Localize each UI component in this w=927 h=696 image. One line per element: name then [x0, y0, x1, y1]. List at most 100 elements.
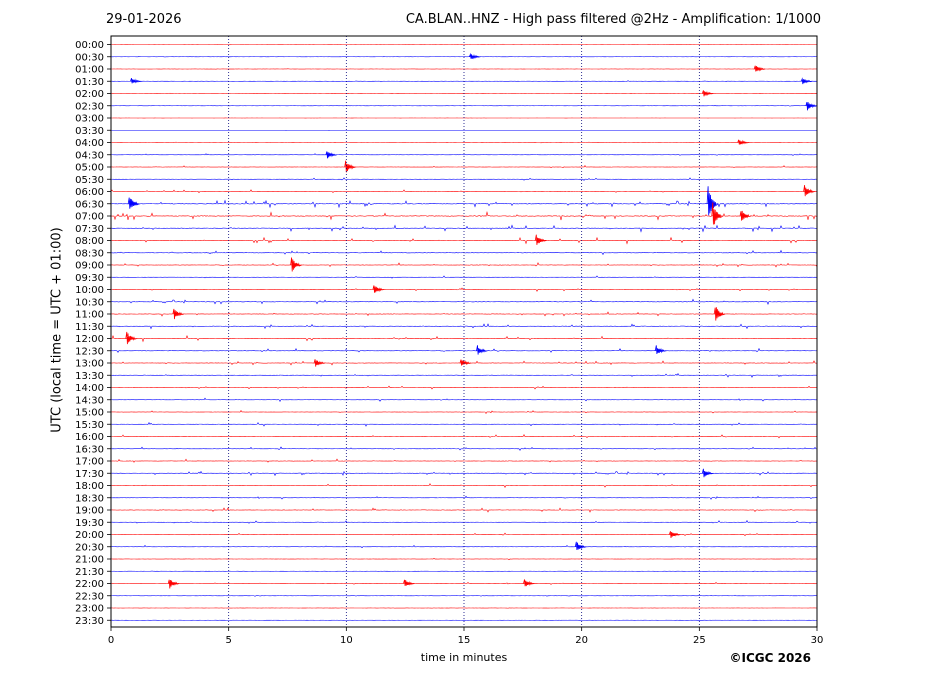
y-tick-label: 21:00: [75, 555, 104, 566]
y-tick-label: 00:00: [75, 40, 104, 51]
x-tick-label: 25: [693, 635, 706, 646]
figure-title: CA.BLAN..HNZ - High pass filtered @2Hz -…: [405, 12, 821, 27]
y-tick-label: 19:30: [75, 518, 104, 529]
trace-1500: [110, 409, 818, 415]
x-tick-label: 5: [225, 635, 231, 646]
trace-1800: [110, 483, 818, 488]
event-burst-17: [172, 308, 185, 320]
event-burst-7: [325, 151, 337, 159]
y-tick-label: 07:00: [75, 212, 104, 223]
y-tick-label: 10:00: [75, 285, 104, 296]
y-axis-label: UTC (local time = UTC + 01:00): [49, 227, 65, 433]
trace-0930: [110, 275, 818, 279]
trace-0430: [110, 153, 818, 156]
event-burst-28: [403, 579, 415, 587]
event-burst-0: [469, 52, 481, 60]
y-tick-label: 09:00: [75, 261, 104, 272]
event-burst-12: [711, 202, 724, 225]
x-axis-label: time in minutes: [420, 651, 508, 664]
y-tick-label: 03:30: [75, 126, 104, 137]
y-tick-label: 16:00: [75, 432, 104, 443]
trace-2200: [110, 581, 818, 585]
y-tick-label: 05:30: [75, 175, 104, 186]
trace-2130: [110, 570, 818, 572]
figure-date: 29-01-2026: [106, 12, 182, 27]
trace-0630: [110, 199, 818, 209]
y-tick-label: 11:30: [75, 322, 104, 333]
y-tick-label: 17:00: [75, 457, 104, 468]
event-burst-13: [739, 210, 752, 221]
y-tick-label: 09:30: [75, 273, 104, 284]
y-tick-label: 03:00: [75, 114, 104, 125]
event-burst-6: [737, 139, 749, 145]
trace-0030: [110, 56, 818, 58]
y-tick-label: 00:30: [75, 52, 104, 63]
y-tick-label: 04:30: [75, 150, 104, 161]
trace-1000: [110, 287, 818, 292]
y-tick-label: 22:30: [75, 591, 104, 602]
y-tick-label: 16:30: [75, 444, 104, 455]
event-burst-24: [702, 468, 714, 478]
event-burst-29: [523, 579, 535, 587]
y-tick-label: 15:30: [75, 420, 104, 431]
y-tick-label: 01:00: [75, 65, 104, 76]
trace-1230: [110, 347, 818, 353]
event-burst-5: [805, 102, 818, 111]
event-burst-25: [669, 531, 681, 539]
trace-1900: [110, 507, 818, 513]
y-tick-label: 17:30: [75, 469, 104, 480]
event-burst-26: [574, 541, 587, 551]
trace-1030: [110, 298, 818, 305]
y-tick-label: 02:00: [75, 89, 104, 100]
event-burst-22: [313, 359, 326, 367]
event-burst-11: [706, 186, 719, 216]
trace-1530: [110, 422, 818, 427]
y-tick-label: 19:00: [75, 506, 104, 517]
plot-frame: [110, 35, 818, 628]
x-tick-label: 15: [458, 635, 471, 646]
trace-1100: [110, 311, 818, 317]
event-burst-19: [125, 331, 137, 345]
trace-1700: [110, 458, 818, 463]
y-tick-label: 11:00: [75, 310, 104, 321]
y-tick-label: 21:30: [75, 567, 104, 578]
trace-1200: [110, 334, 818, 343]
trace-1830: [110, 495, 817, 500]
trace-1600: [110, 434, 818, 439]
y-tick-label: 08:00: [75, 236, 104, 247]
trace-1630: [110, 446, 817, 451]
y-tick-label: 15:00: [75, 408, 104, 419]
y-tick-label: 07:30: [75, 224, 104, 235]
event-burst-21: [654, 345, 667, 355]
y-tick-label: 13:00: [75, 359, 104, 370]
trace-1130: [110, 323, 818, 330]
event-burst-23: [459, 359, 472, 366]
y-tick-label: 12:00: [75, 334, 104, 345]
x-tick-label: 0: [108, 635, 114, 646]
y-tick-label: 06:00: [75, 187, 104, 198]
x-tick-label: 10: [340, 635, 353, 646]
y-tick-label: 01:30: [75, 77, 104, 88]
y-tick-label: 05:00: [75, 163, 104, 174]
event-burst-9: [803, 185, 815, 197]
trace-2230: [110, 594, 818, 597]
trace-0400: [110, 141, 818, 144]
y-tick-label: 18:00: [75, 481, 104, 492]
y-tick-label: 06:30: [75, 199, 104, 210]
event-burst-4: [702, 90, 714, 97]
y-tick-label: 12:30: [75, 346, 104, 357]
trace-0530: [110, 177, 818, 181]
x-tick-label: 20: [575, 635, 588, 646]
y-tick-label: 20:00: [75, 530, 104, 541]
y-tick-label: 23:00: [75, 604, 104, 615]
y-tick-label: 13:30: [75, 371, 104, 382]
event-burst-1: [753, 65, 766, 72]
y-tick-label: 04:00: [75, 138, 104, 149]
event-burst-14: [534, 234, 547, 245]
y-tick-label: 20:30: [75, 542, 104, 553]
event-burst-10: [127, 197, 140, 209]
y-tick-label: 14:30: [75, 395, 104, 406]
y-tick-label: 08:30: [75, 248, 104, 259]
